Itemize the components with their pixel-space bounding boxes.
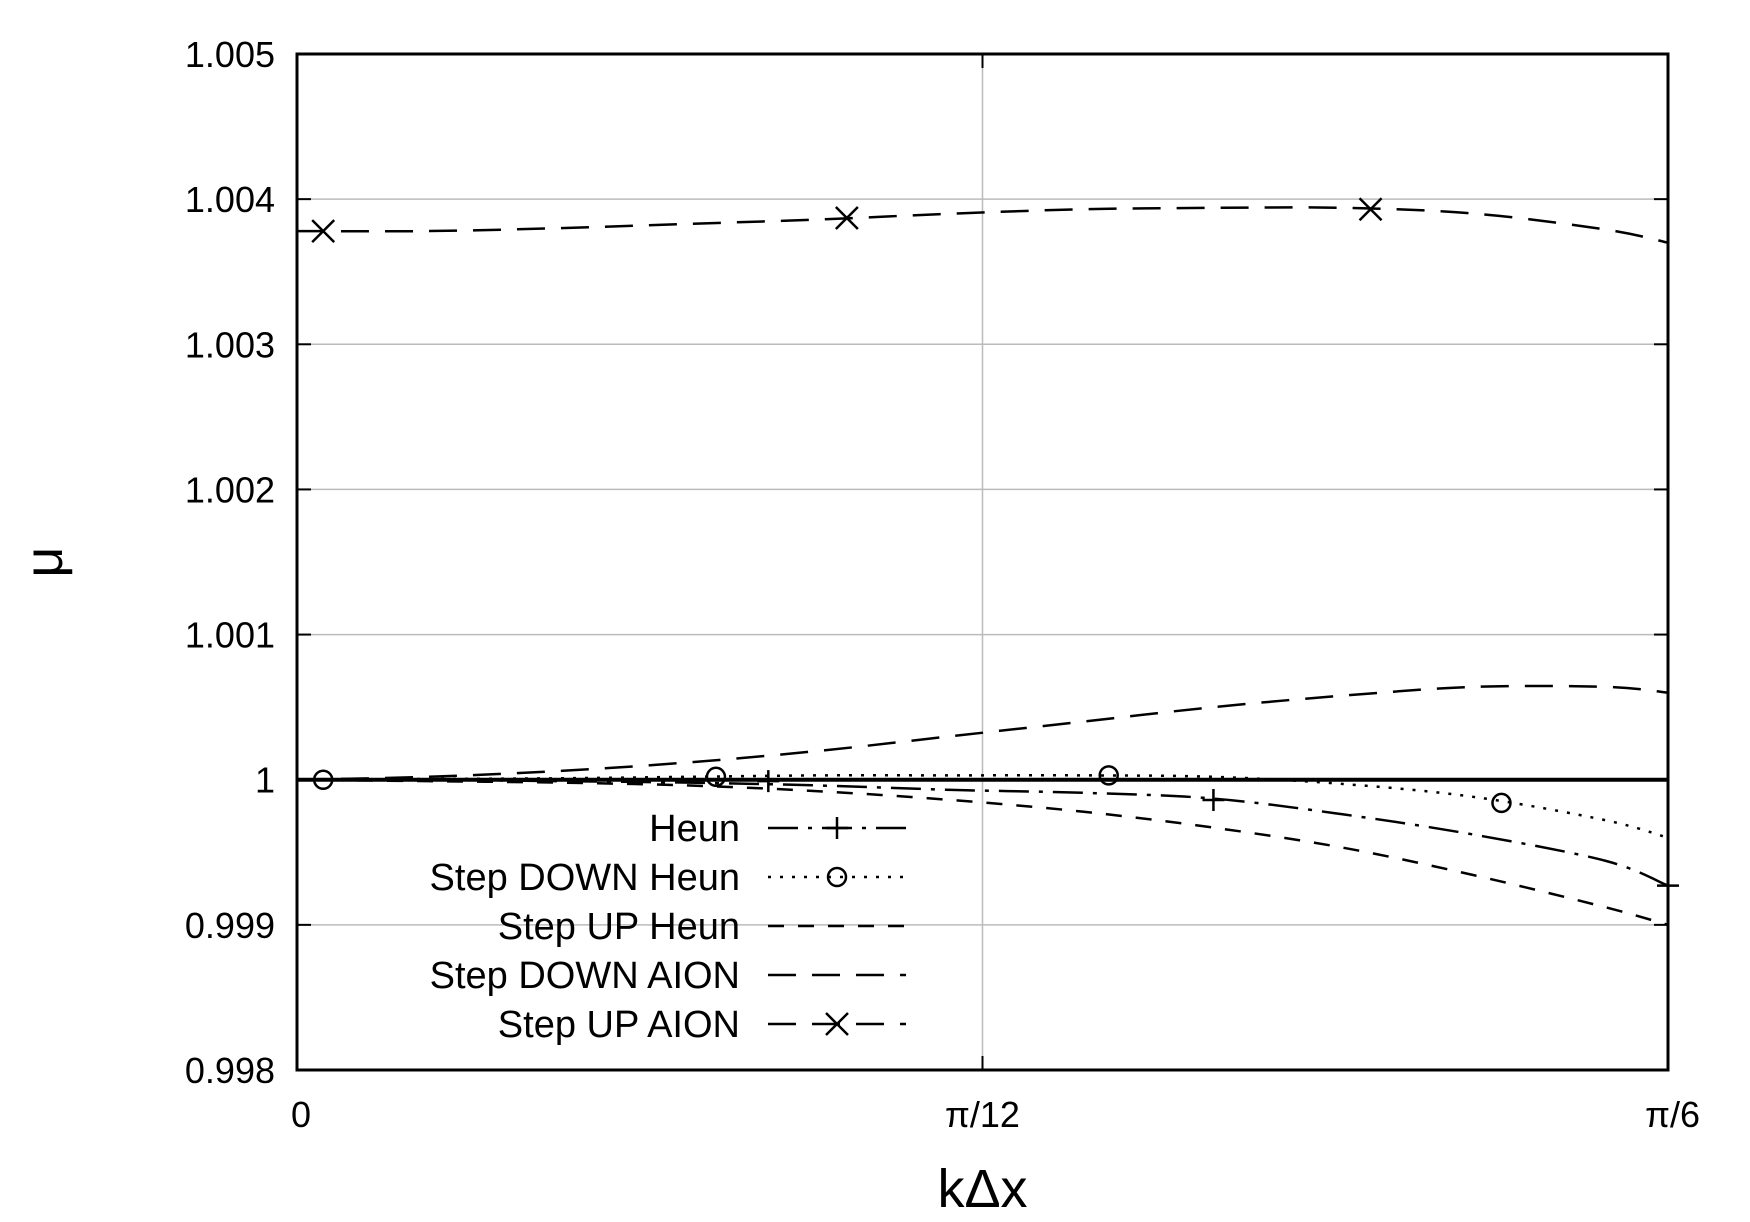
y-tick-label: 1.001 xyxy=(185,615,275,656)
legend-entry: Step DOWN AION xyxy=(430,955,906,997)
series-marker xyxy=(1358,197,1383,222)
legend-entry: Step UP AION xyxy=(498,1004,906,1046)
legend-label: Step DOWN Heun xyxy=(430,857,740,899)
y-tick-label: 0.998 xyxy=(185,1050,275,1091)
legend-entry: Step DOWN Heun xyxy=(430,857,906,899)
y-tick-label: 1.004 xyxy=(185,179,275,220)
legend-entry: Step UP Heun xyxy=(498,906,906,948)
y-tick-label: 0.999 xyxy=(185,905,275,946)
series-line xyxy=(296,206,1669,244)
y-tick-label: 1.005 xyxy=(185,34,275,75)
legend-marker xyxy=(825,1012,849,1036)
legend-marker xyxy=(826,817,848,839)
legend: Heun Step DOWN Heun Step UP Heun Step DOWN … xyxy=(430,808,906,1046)
series-marker xyxy=(1098,765,1119,786)
axis-ticks: 0.998 0.999 1 1.001 1.002 1.003 1.004 1.005 0 π/1… xyxy=(185,34,1700,1135)
y-tick-label: 1.003 xyxy=(185,324,275,365)
series-line xyxy=(296,684,1669,781)
series-marker xyxy=(834,206,859,230)
series-marker xyxy=(311,219,336,243)
series-marker xyxy=(757,770,780,793)
series-line xyxy=(296,778,1669,887)
x-tick-label: π/6 xyxy=(1645,1094,1700,1135)
series-marker xyxy=(705,766,727,788)
legend-label: Step UP AION xyxy=(498,1004,740,1046)
x-tick-label: π/12 xyxy=(945,1094,1020,1135)
series-marker xyxy=(1202,789,1225,812)
series-3 xyxy=(296,684,1669,781)
series-1 xyxy=(296,765,1669,839)
series-line xyxy=(296,778,1669,927)
x-tick-label: 0 xyxy=(291,1094,311,1135)
legend-label: Step UP Heun xyxy=(498,906,740,948)
legend-label: Step DOWN AION xyxy=(430,955,740,997)
series-line xyxy=(296,774,1669,839)
y-tick-label: 1 xyxy=(255,760,275,801)
legend-label: Heun xyxy=(649,808,740,850)
legend-entry: Heun xyxy=(649,808,906,850)
legend-marker xyxy=(826,866,848,888)
series-4 xyxy=(296,197,1669,244)
y-axis-title: μ xyxy=(14,546,74,577)
series-marker xyxy=(1491,792,1512,814)
data-series xyxy=(296,197,1679,927)
series-2 xyxy=(296,778,1669,927)
x-axis-title: kΔx xyxy=(937,1159,1027,1219)
y-tick-label: 1.002 xyxy=(185,469,275,510)
